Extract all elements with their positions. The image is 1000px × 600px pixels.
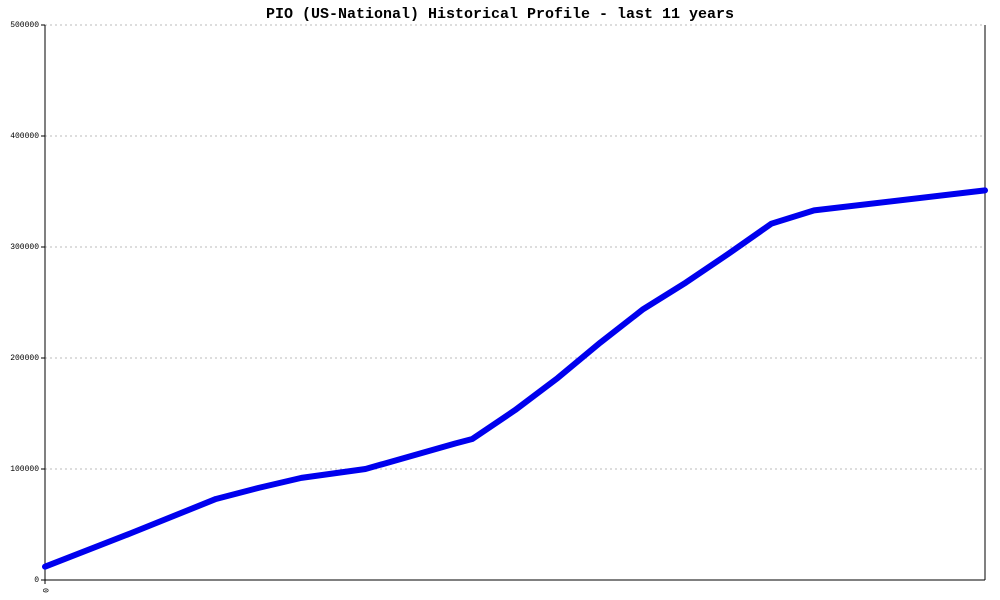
- y-tick-label: 400000: [10, 132, 39, 141]
- chart-title: PIO (US-National) Historical Profile - l…: [266, 6, 734, 23]
- y-tick-label: 200000: [10, 354, 39, 363]
- y-tick-label: 300000: [10, 243, 39, 252]
- x-tick-label: 0: [40, 588, 49, 593]
- y-tick-label: 100000: [10, 465, 39, 474]
- data-line: [42, 187, 988, 570]
- y-tick-label: 500000: [10, 21, 39, 30]
- y-tick-label: 0: [34, 576, 39, 585]
